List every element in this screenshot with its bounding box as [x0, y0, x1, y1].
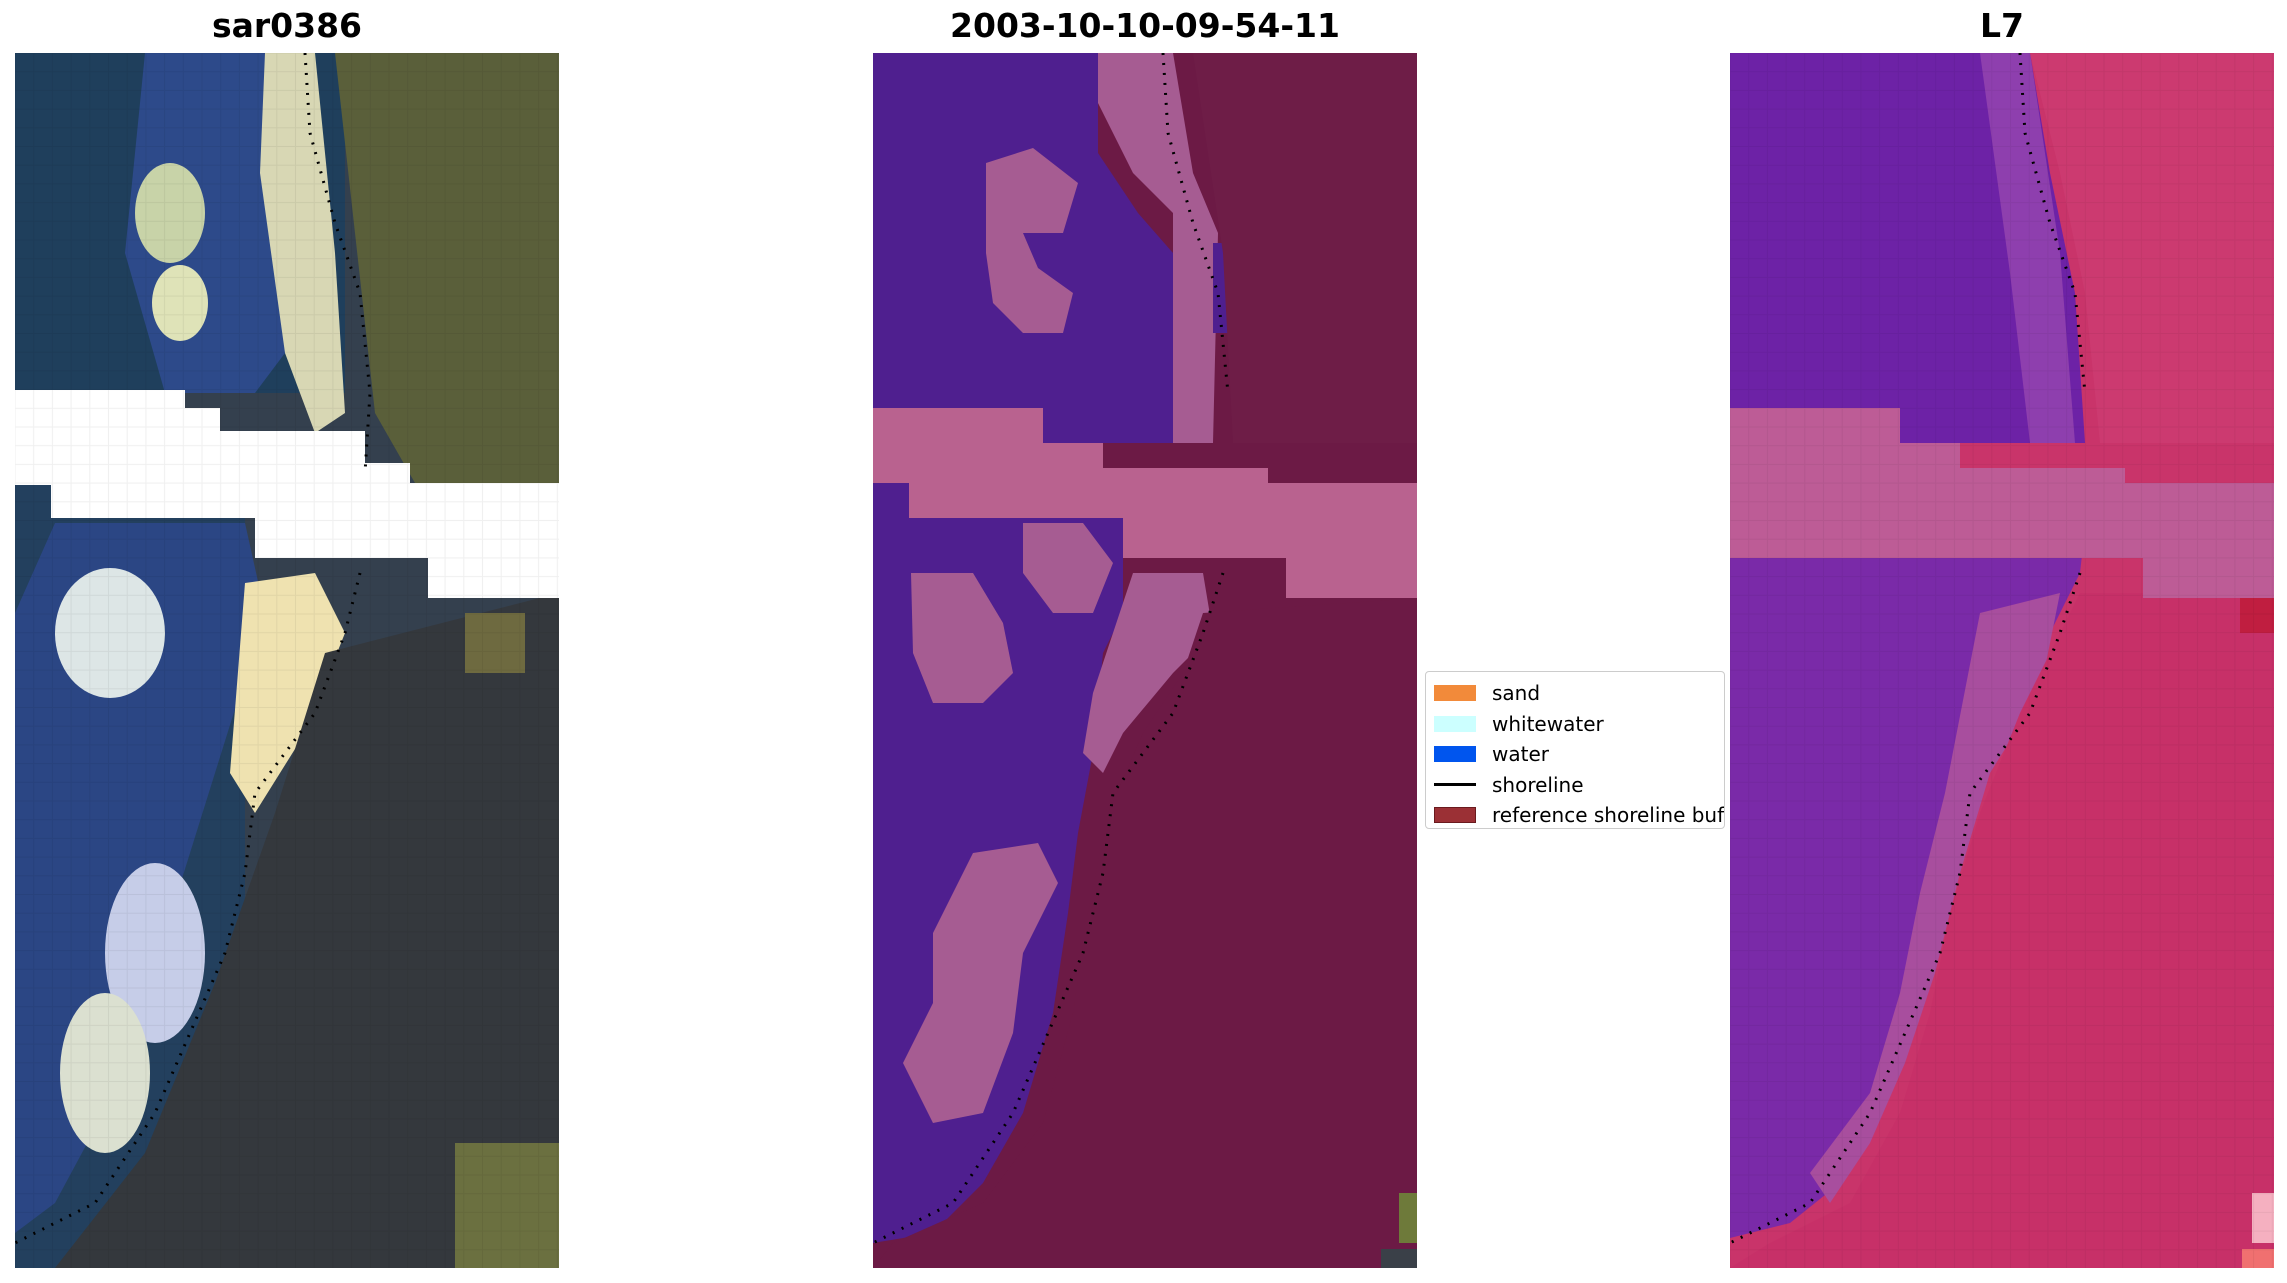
legend-swatch-whitewater	[1434, 715, 1476, 732]
legend-swatch-sand	[1434, 685, 1476, 702]
legend-item-whitewater: whitewater	[1434, 709, 1724, 740]
legend-label-reference-buffer: reference shoreline buffer	[1492, 803, 1724, 828]
classified-image-panel	[873, 53, 1417, 1268]
rgb-image	[15, 53, 559, 1268]
legend-label-water: water	[1492, 742, 1549, 767]
legend-item-sand: sand	[1434, 678, 1724, 709]
rgb-image-panel	[15, 53, 559, 1268]
legend-item-water: water	[1434, 739, 1724, 770]
classified-image	[873, 53, 1417, 1268]
shoreline-line	[1730, 53, 2087, 1245]
shoreline-line	[873, 53, 1230, 1245]
legend-item-reference-buffer: reference shoreline buffer	[1434, 800, 1724, 828]
shoreline-line	[15, 53, 372, 1245]
legend-label-whitewater: whitewater	[1492, 711, 1604, 736]
legend-swatch-water	[1434, 746, 1476, 763]
legend: sand whitewater water shoreline referenc…	[1425, 671, 1725, 829]
panel-title-satellite: L7	[1980, 6, 2024, 45]
legend-label-sand: sand	[1492, 681, 1541, 706]
false-color-image-panel	[1730, 53, 2274, 1268]
panel-title-date: 2003-10-10-09-54-11	[950, 6, 1340, 45]
false-color-image	[1730, 53, 2274, 1268]
legend-swatch-reference-buffer	[1434, 807, 1476, 824]
legend-swatch-shoreline	[1434, 783, 1476, 787]
panel-title-rgb: sar0386	[211, 6, 363, 45]
legend-item-shoreline: shoreline	[1434, 770, 1724, 801]
legend-label-shoreline: shoreline	[1492, 772, 1584, 797]
